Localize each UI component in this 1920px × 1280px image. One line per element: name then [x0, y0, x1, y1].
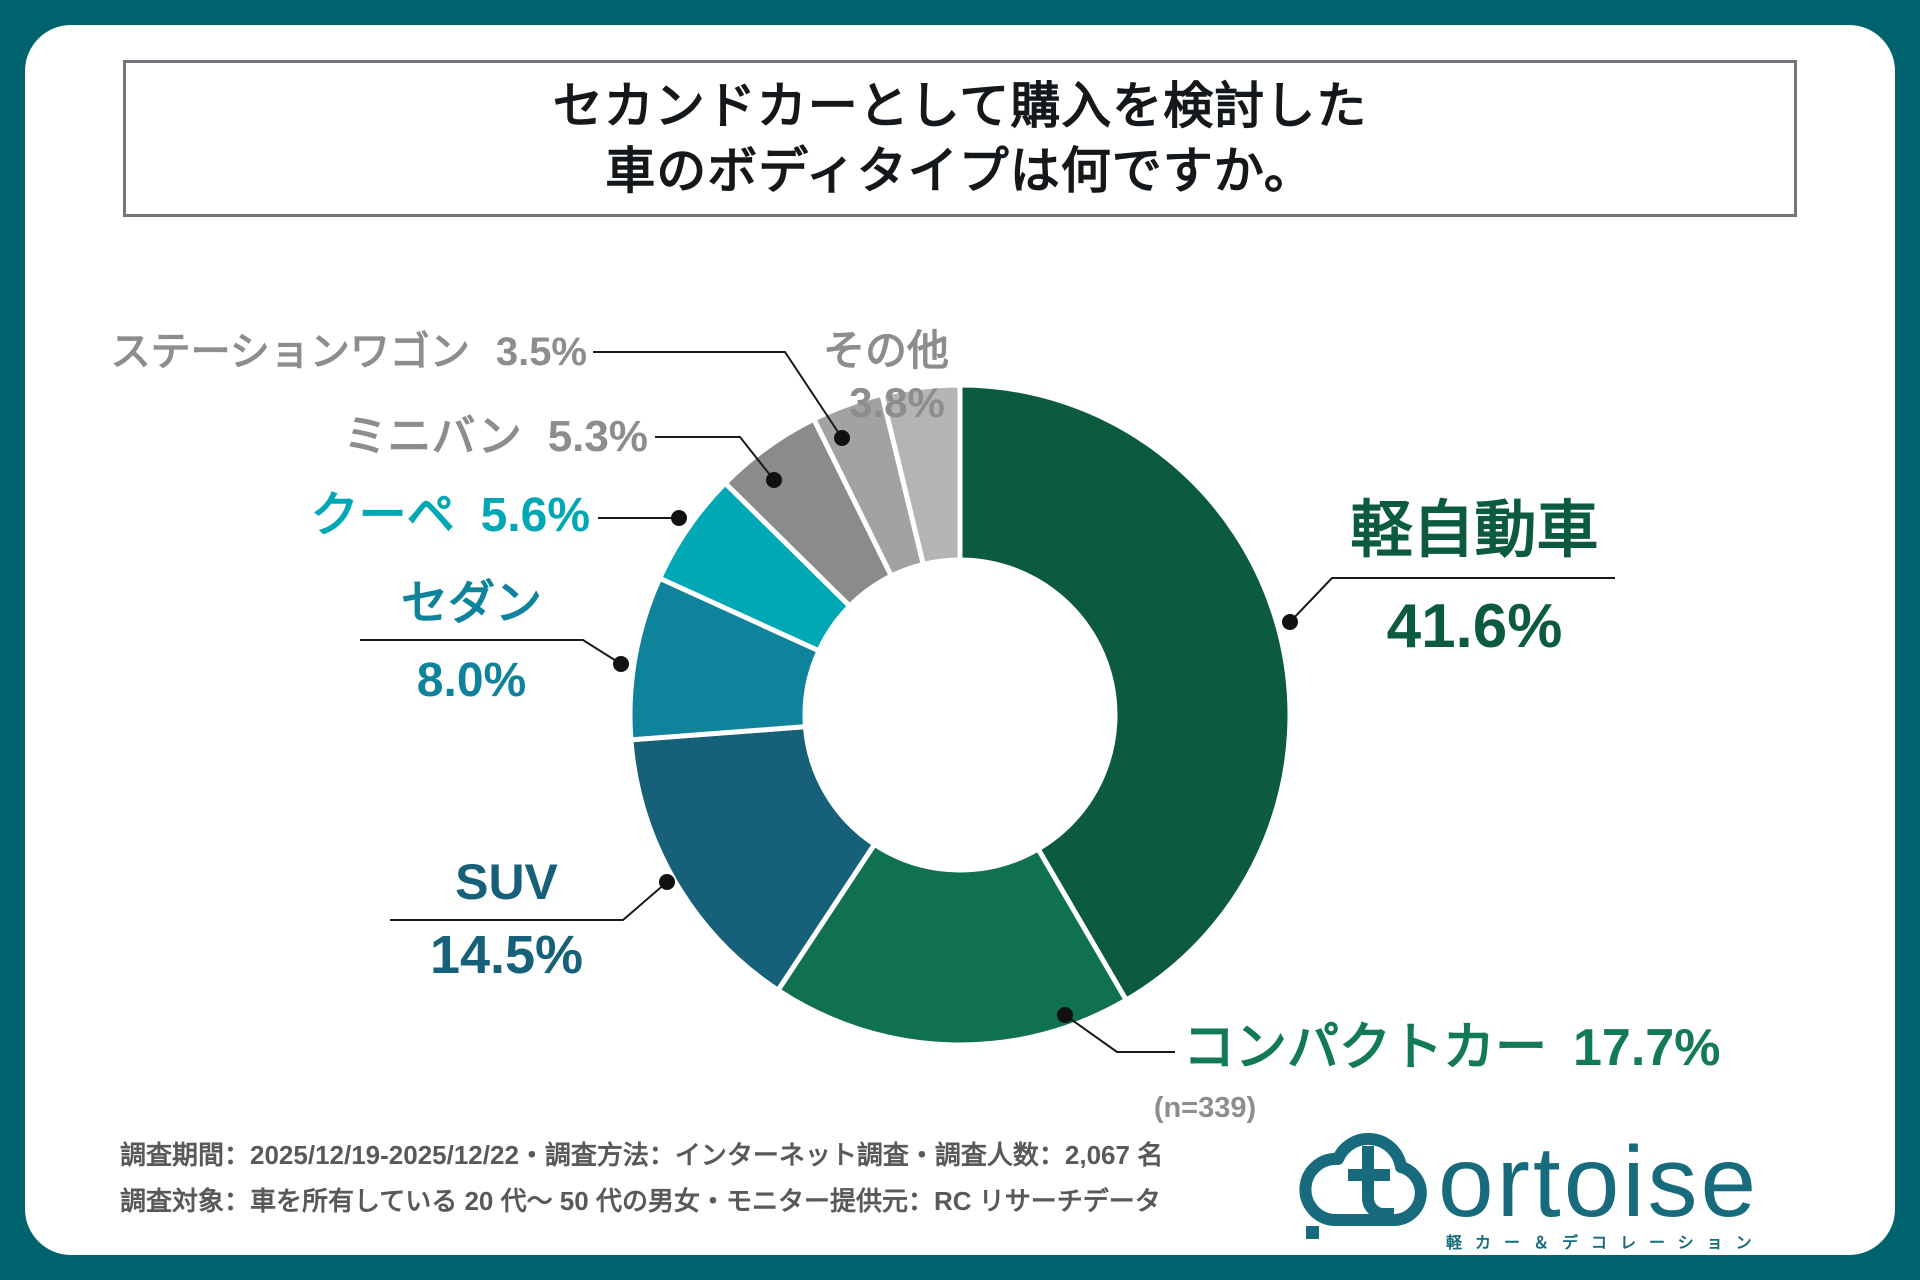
- tortoise-logo-wordmark: ortoise: [1438, 1126, 1760, 1238]
- leader-dot-0: [1282, 614, 1298, 630]
- leader-line-1: [1064, 1014, 1175, 1053]
- leader-dot-2: [659, 874, 675, 890]
- pie-slice-2: [628, 724, 877, 993]
- tortoise-logo-tagline: 軽カー＆デコレーション: [1446, 1235, 1765, 1252]
- title-box: セカンドカーとして購入を検討した 車のボディタイプは何ですか。: [123, 60, 1797, 217]
- leader-line-3: [360, 639, 622, 665]
- label-station-wagon-name: ステーションワゴン: [110, 330, 470, 374]
- pie-slice-1: [775, 841, 1129, 1048]
- leader-dot-4: [671, 510, 687, 526]
- label-coupe-name: クーペ: [310, 489, 455, 542]
- pie-slice-0: [957, 382, 1293, 1003]
- label-other-name: その他: [822, 327, 949, 374]
- leader-line-0: [1289, 577, 1615, 623]
- content-card: [25, 25, 1895, 1255]
- leader-dot-6: [834, 430, 850, 446]
- survey-note-line-1: 調査期間：2025/12/19-2025/12/22・調査方法：インターネット調…: [120, 1140, 1164, 1170]
- leader-dot-3: [613, 656, 629, 672]
- leader-line-6: [593, 351, 843, 439]
- label-minivan-pct: 5.3%: [547, 412, 648, 461]
- label-coupe: クーペ 5.6%: [311, 492, 590, 540]
- label-kei-car-name: 軽自動車: [1350, 496, 1599, 565]
- leader-line-2: [390, 881, 668, 921]
- tortoise-logo-cloud-t-icon: [1299, 1132, 1427, 1239]
- label-minivan: ミニバン 5.3%: [344, 415, 649, 459]
- label-coupe-pct: 5.6%: [480, 489, 590, 542]
- page-title-line-2: 車のボディタイプは何ですか。: [605, 142, 1315, 199]
- label-suv-name: SUV: [455, 854, 558, 910]
- label-kei-car-pct: 41.6%: [1386, 592, 1563, 661]
- page-title-line-1: セカンドカーとして購入を検討した: [552, 77, 1368, 134]
- leader-line-5: [655, 436, 775, 481]
- sample-size-label: (n=339): [1153, 1092, 1257, 1124]
- label-other-pct: 3.8%: [849, 379, 945, 426]
- survey-note-line-2: 調査対象：車を所有している 20 代～ 50 代の男女・モニター提供元：RC リ…: [120, 1186, 1161, 1216]
- label-compact-car-pct: 17.7%: [1573, 1019, 1721, 1077]
- label-minivan-name: ミニバン: [343, 412, 522, 461]
- label-suv-pct: 14.5%: [429, 925, 584, 985]
- label-compact-car: コンパクトカー 17.7%: [1183, 1022, 1720, 1074]
- label-compact-car-name: コンパクトカー: [1183, 1019, 1548, 1077]
- leader-dot-5: [766, 472, 782, 488]
- pie-slice-7: [879, 382, 963, 567]
- label-station-wagon-pct: 3.5%: [495, 330, 587, 374]
- label-sedan-name: セダン: [401, 576, 542, 629]
- label-station-wagon: ステーションワゴン 3.5%: [111, 332, 587, 372]
- leader-dot-1: [1057, 1007, 1073, 1023]
- label-sedan-pct: 8.0%: [416, 654, 527, 707]
